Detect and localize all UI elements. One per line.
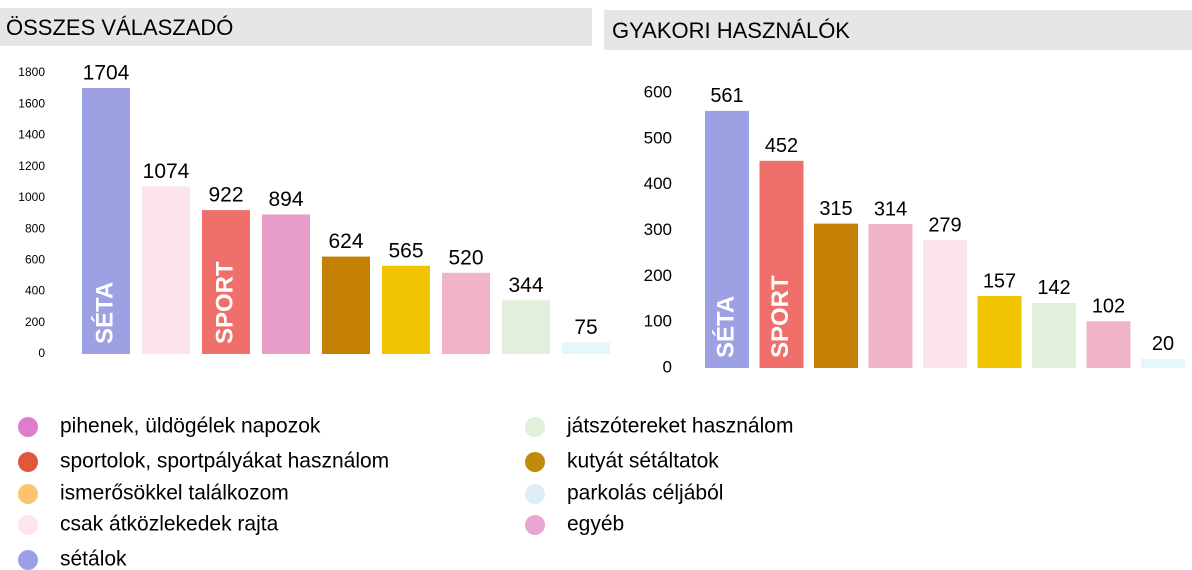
bar <box>868 224 913 368</box>
y-tick-label: 600 <box>25 253 45 267</box>
legend-label: parkolás céljából <box>567 482 723 505</box>
bar <box>1141 358 1185 368</box>
y-tick-label: 600 <box>644 82 672 101</box>
bar <box>82 87 130 354</box>
legend-swatch <box>18 515 38 535</box>
y-tick-label: 500 <box>644 128 672 147</box>
value-label: 75 <box>574 316 597 339</box>
value-label: 20 <box>1152 333 1174 355</box>
value-label: 157 <box>983 270 1016 292</box>
bar <box>442 272 490 354</box>
bar-annotation: SÉTA <box>711 296 739 358</box>
legend-swatch <box>525 417 545 437</box>
value-label: 452 <box>765 135 798 157</box>
bar <box>759 160 804 368</box>
title-bar <box>604 10 1192 50</box>
y-tick-label: 0 <box>38 346 45 360</box>
bar <box>502 300 550 354</box>
y-tick-label: 0 <box>663 357 672 376</box>
value-label: 102 <box>1092 296 1125 318</box>
legend-label: sportolok, sportpályákat használom <box>60 450 389 473</box>
chart-title: ÖSSZES VÁLASZADÓ <box>6 15 233 40</box>
legend-swatch <box>525 484 545 504</box>
bar <box>142 186 190 354</box>
chart-title: GYAKORI HASZNÁLÓK <box>612 18 850 43</box>
bar <box>322 256 370 354</box>
y-tick-label: 1800 <box>18 65 45 79</box>
bar <box>262 214 310 354</box>
bar <box>1032 302 1076 368</box>
value-label: 1074 <box>143 160 190 183</box>
y-tick-label: 100 <box>644 312 672 331</box>
bar <box>977 296 1022 368</box>
y-tick-label: 1200 <box>18 159 45 173</box>
legend-swatch <box>18 417 38 437</box>
legend-label: kutyát sétáltatok <box>567 450 719 473</box>
value-label: 565 <box>388 239 423 262</box>
legend-swatch <box>525 515 545 535</box>
value-label: 520 <box>448 246 483 269</box>
value-label: 279 <box>928 214 961 236</box>
legend-label: csak átközlekedek rajta <box>60 513 279 536</box>
bar <box>814 223 858 368</box>
bar <box>1086 321 1131 368</box>
bar-annotation: SÉTA <box>90 282 118 344</box>
legend-swatch <box>525 452 545 472</box>
legend-label: sétálok <box>60 548 127 570</box>
bar <box>202 210 250 354</box>
value-label: 922 <box>208 184 243 207</box>
bar <box>923 240 967 368</box>
legend-label: pihenek, üldögélek napozok <box>60 415 321 438</box>
y-tick-label: 300 <box>644 220 672 239</box>
y-tick-label: 1400 <box>18 128 45 142</box>
bar-annotation: SPORT <box>211 261 238 344</box>
y-tick-label: 1000 <box>18 190 45 204</box>
y-tick-label: 200 <box>644 266 672 285</box>
legend-label: ismerősökkel találkozom <box>60 482 289 505</box>
y-tick-label: 400 <box>644 174 672 193</box>
bar <box>705 110 749 368</box>
value-label: 1704 <box>83 62 130 85</box>
y-tick-label: 800 <box>25 221 45 235</box>
value-label: 315 <box>819 198 852 220</box>
y-tick-label: 400 <box>25 284 45 298</box>
value-label: 314 <box>874 198 907 220</box>
value-label: 624 <box>328 230 363 253</box>
y-tick-label: 1600 <box>18 96 45 110</box>
y-tick-label: 200 <box>25 315 45 329</box>
legend-swatch <box>18 550 38 570</box>
value-label: 894 <box>268 188 303 211</box>
value-label: 344 <box>508 274 543 297</box>
legend-swatch <box>18 452 38 472</box>
legend-label: játszótereket használom <box>566 415 793 438</box>
title-bar <box>0 8 592 46</box>
value-label: 561 <box>710 85 743 107</box>
bar-annotation: SPORT <box>767 275 794 358</box>
bar <box>562 342 610 354</box>
bar <box>382 265 430 354</box>
value-label: 142 <box>1037 277 1070 299</box>
legend-swatch <box>18 484 38 504</box>
legend-label: egyéb <box>567 513 624 536</box>
